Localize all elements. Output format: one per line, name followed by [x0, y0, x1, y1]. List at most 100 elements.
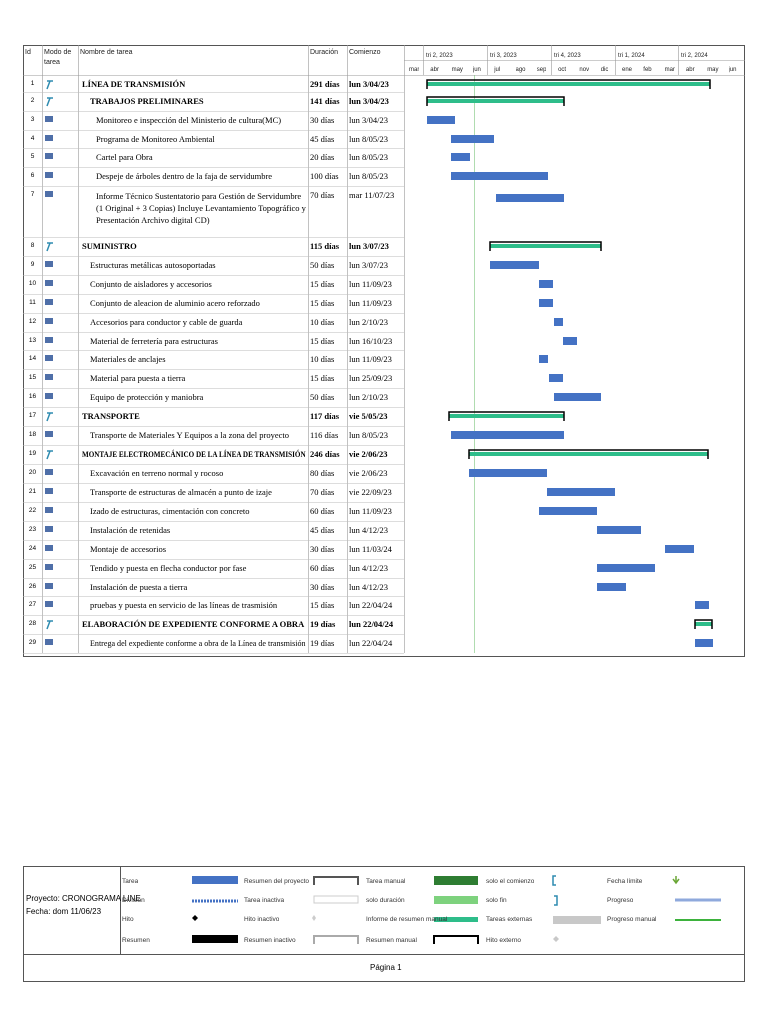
start-date: lun 2/10/23: [349, 392, 388, 402]
task-name: Estructuras metálicas autosoportadas: [90, 260, 216, 270]
month-label: nov: [579, 67, 590, 73]
task-icon: [45, 135, 53, 141]
start-date: mar 11/07/23: [349, 190, 395, 200]
legend-label: solo el comienzo: [486, 878, 535, 885]
task-bar: [549, 374, 563, 382]
summary-bar: [427, 99, 564, 103]
start-date: lun 8/05/23: [349, 152, 388, 162]
row-id: 25: [28, 564, 37, 571]
summary-bracket: [468, 449, 709, 459]
task-bar: [496, 194, 564, 202]
start-date: lun 22/04/24: [349, 619, 394, 629]
row-id: 13: [28, 337, 37, 344]
quarter-label: tri 2, 2023: [426, 53, 453, 59]
task-icon: [45, 545, 53, 551]
task-name: ELABORACIÓN DE EXPEDIENTE CONFORME A OBR…: [82, 619, 305, 629]
start-date: lun 3/07/23: [349, 241, 389, 251]
gantt-bars: [45, 79, 713, 647]
task-bar: [597, 564, 655, 572]
task-icon: [45, 564, 53, 570]
task-bar: [451, 153, 470, 161]
start-date: lun 11/09/23: [349, 506, 392, 516]
duration: 30 días: [310, 115, 335, 125]
quarter-label: tri 4, 2023: [554, 53, 581, 59]
task-name: Instalación de puesta a tierra: [90, 582, 188, 592]
task-icon: [45, 583, 53, 589]
task-name: Transporte de estructuras de almacén a p…: [90, 487, 272, 497]
start-date: lun 8/05/23: [349, 171, 388, 181]
task-icon: [45, 374, 53, 380]
task-name: Accesorios para conductor y cable de gua…: [90, 317, 243, 327]
page-number: Página 1: [370, 963, 402, 972]
duration: 19 días: [310, 619, 336, 629]
task-bar: [451, 431, 564, 439]
month-label: abr: [430, 67, 439, 73]
month-label: jul: [494, 67, 501, 73]
task-bar: [554, 318, 563, 326]
duration: 30 días: [310, 544, 335, 554]
task-bar: [597, 526, 641, 534]
task-name: Entrega del expediente conforme a obra d…: [90, 638, 306, 648]
duration: 15 días: [310, 373, 335, 383]
start-date: lun 4/12/23: [349, 525, 388, 535]
legend-label: Resumen inactivo: [244, 937, 296, 944]
task-icon: [45, 526, 53, 532]
row-id: 17: [28, 412, 37, 419]
summary-bracket: [426, 96, 565, 106]
row-id: 16: [28, 393, 37, 400]
start-date: lun 11/03/24: [349, 544, 392, 554]
duration: 117 días: [310, 411, 340, 421]
legend-label: Hito inactivo: [244, 916, 280, 923]
summary-bar: [469, 452, 708, 456]
row-id: 21: [28, 488, 37, 495]
start-date: vie 2/06/23: [349, 468, 388, 478]
task-bar: [695, 639, 713, 647]
task-bar: [554, 393, 601, 401]
month-label: mar: [409, 67, 420, 73]
legend-swatches: [192, 875, 721, 944]
task-name: TRANSPORTE: [82, 411, 140, 421]
start-date: vie 5/05/23: [349, 411, 388, 421]
duration: 45 días: [310, 134, 335, 144]
task-name: Despeje de árboles dentro de la faja de …: [96, 171, 273, 181]
start-date: lun 3/07/23: [349, 260, 388, 270]
auto-icon: [46, 620, 53, 630]
task-name: TRABAJOS PRELIMINARES: [90, 96, 204, 106]
task-bar: [665, 545, 694, 553]
task-bar: [539, 355, 548, 363]
start-date: lun 11/09/23: [349, 354, 392, 364]
header-name: Nombre de tarea: [80, 49, 133, 56]
task-icon: [45, 393, 53, 399]
duration: 115 días: [310, 241, 340, 251]
duration: 45 días: [310, 525, 335, 535]
task-bar: [469, 469, 547, 477]
row-id: 14: [28, 355, 37, 362]
row-id: 10: [28, 280, 37, 287]
header-id: Id: [25, 49, 31, 56]
row-id: 19: [28, 450, 37, 457]
month-label: ago: [515, 67, 526, 73]
row-id: 22: [28, 507, 37, 514]
header-mode: Modo de tarea: [44, 49, 72, 66]
duration: 246 días: [310, 449, 340, 459]
duration: 116 días: [310, 430, 339, 440]
auto-icon: [46, 97, 53, 107]
task-bar: [597, 583, 626, 591]
month-label: oct: [558, 67, 567, 73]
legend-label: solo fin: [486, 897, 507, 904]
start-date: lun 16/10/23: [349, 336, 393, 346]
summary-bar: [695, 622, 712, 626]
row-id: 2: [30, 97, 35, 104]
legend-label: Informe de resumen manual: [366, 916, 448, 923]
task-bar: [451, 172, 548, 180]
quarter-label: tri 1, 2024: [618, 53, 645, 59]
start-date: lun 22/04/24: [349, 600, 393, 610]
month-label: may: [707, 67, 719, 73]
task-name: Montaje de accesorios: [90, 544, 166, 554]
task-name: Monitoreo e inspección del Ministerio de…: [96, 115, 282, 125]
legend-label: Hito: [122, 916, 134, 923]
task-name: Excavación en terreno normal y rocoso: [90, 468, 224, 478]
start-date: lun 4/12/23: [349, 563, 388, 573]
task-icon: [45, 318, 53, 324]
summary-bracket: [694, 619, 713, 629]
